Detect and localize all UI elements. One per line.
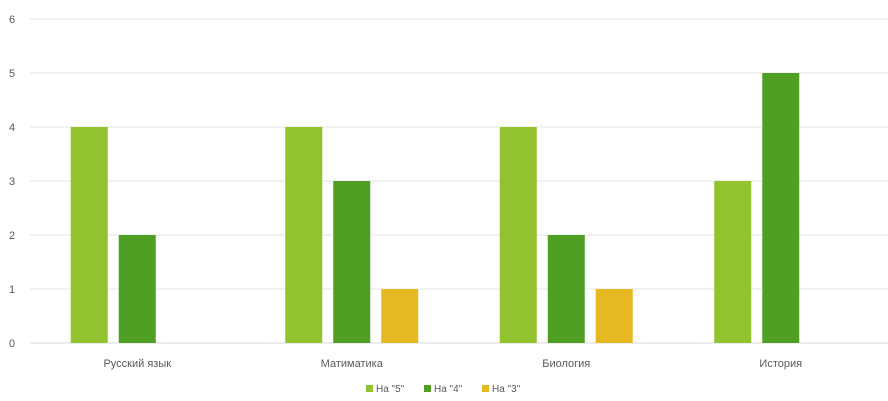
bar-1-series-2: [118, 235, 156, 343]
grid: [30, 18, 888, 344]
bar-2-series-3: [381, 289, 419, 343]
y-axis-tick-labels: 0 1 2 3 4 5 6: [9, 14, 15, 350]
bar-1-series-1: [70, 127, 108, 343]
x-category-label: Матиматика: [321, 358, 384, 370]
x-category-label: Биология: [542, 358, 590, 370]
bar-4-series-2: [762, 73, 800, 343]
y-tick-label: 0: [9, 338, 15, 350]
bar-3-series-2: [547, 235, 585, 343]
x-category-label: История: [759, 358, 802, 370]
legend: На "5" На "4" На "3": [366, 384, 521, 395]
y-tick-label: 6: [9, 14, 15, 26]
x-category-label: Русский язык: [103, 358, 171, 370]
legend-swatch: [424, 385, 431, 392]
bars: [70, 73, 800, 343]
bar-3-series-3: [595, 289, 633, 343]
legend-label: На "4": [434, 384, 463, 395]
legend-swatch: [366, 385, 373, 392]
legend-label: На "3": [492, 384, 521, 395]
legend-label: На "5": [376, 384, 405, 395]
y-tick-label: 3: [9, 176, 15, 188]
y-tick-label: 1: [9, 284, 15, 296]
x-axis-category-labels: Русский язык Матиматика Биология История: [103, 358, 802, 370]
y-tick-label: 5: [9, 68, 15, 80]
y-tick-label: 4: [9, 122, 15, 134]
bar-2-series-2: [333, 181, 371, 343]
bar-2-series-1: [285, 127, 323, 343]
bar-3-series-1: [499, 127, 537, 343]
legend-swatch: [482, 385, 489, 392]
bar-4-series-1: [714, 181, 752, 343]
y-tick-label: 2: [9, 230, 15, 242]
